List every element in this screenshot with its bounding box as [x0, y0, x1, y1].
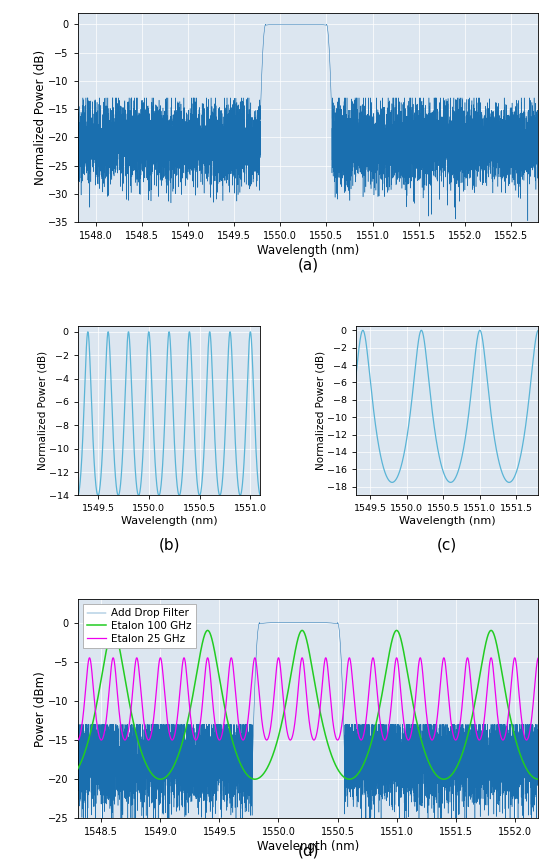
Etalon 100 GHz	[77, 759, 83, 770]
Etalon 25 GHz	[165, 721, 171, 731]
Legend: Add Drop Filter, Etalon 100 GHz, Etalon 25 GHz: Add Drop Filter, Etalon 100 GHz, Etalon …	[83, 604, 196, 648]
Add Drop Filter	[300, 617, 306, 628]
Add Drop Filter	[165, 754, 171, 765]
Etalon 25 GHz	[93, 718, 100, 728]
Add Drop Filter	[74, 771, 81, 781]
Add Drop Filter	[511, 779, 517, 789]
X-axis label: Wavelength (nm): Wavelength (nm)	[121, 516, 218, 527]
Text: (b): (b)	[158, 538, 180, 553]
Add Drop Filter	[535, 792, 542, 803]
Y-axis label: Normalized Power (dB): Normalized Power (dB)	[37, 351, 47, 470]
Add Drop Filter	[77, 752, 83, 762]
Etalon 100 GHz	[165, 770, 171, 780]
Text: (a): (a)	[297, 258, 319, 273]
Add Drop Filter	[102, 747, 109, 758]
Add Drop Filter	[295, 617, 302, 628]
Etalon 25 GHz	[77, 731, 83, 741]
Y-axis label: Normalized Power (dB): Normalized Power (dB)	[315, 351, 325, 470]
Line: Add Drop Filter: Add Drop Filter	[78, 623, 538, 850]
Etalon 25 GHz	[74, 735, 81, 746]
Text: (c): (c)	[437, 538, 457, 553]
X-axis label: Wavelength (nm): Wavelength (nm)	[398, 516, 495, 527]
Line: Etalon 100 GHz: Etalon 100 GHz	[78, 630, 538, 779]
Etalon 100 GHz	[110, 625, 117, 636]
Line: Etalon 25 GHz: Etalon 25 GHz	[78, 658, 538, 740]
Etalon 25 GHz	[511, 654, 517, 664]
X-axis label: Wavelength (nm): Wavelength (nm)	[257, 840, 359, 853]
Etalon 100 GHz	[93, 698, 100, 708]
Y-axis label: Power (dBm): Power (dBm)	[34, 671, 47, 746]
Etalon 100 GHz	[300, 625, 306, 636]
Etalon 25 GHz	[535, 653, 542, 663]
Add Drop Filter	[520, 845, 527, 856]
Etalon 100 GHz	[102, 651, 109, 662]
Text: (d): (d)	[297, 843, 319, 858]
Etalon 25 GHz	[102, 722, 109, 733]
Etalon 25 GHz	[300, 655, 306, 665]
X-axis label: Wavelength (nm): Wavelength (nm)	[257, 244, 359, 257]
Y-axis label: Normalized Power (dB): Normalized Power (dB)	[34, 50, 47, 185]
Etalon 100 GHz	[74, 764, 81, 774]
Etalon 25 GHz	[228, 653, 235, 663]
Add Drop Filter	[93, 754, 100, 765]
Etalon 100 GHz	[511, 728, 517, 739]
Etalon 100 GHz	[535, 774, 542, 785]
